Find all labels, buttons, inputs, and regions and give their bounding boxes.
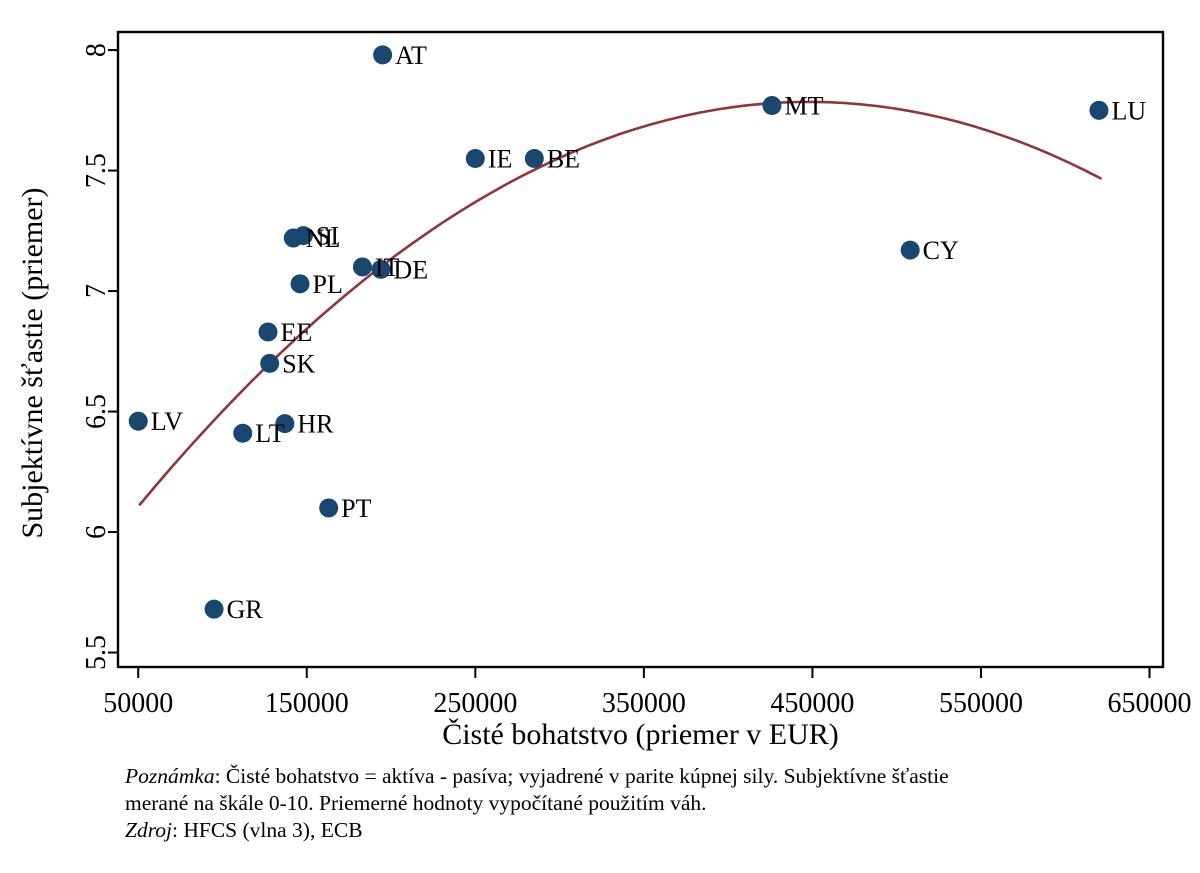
- point-label-BE: BE: [547, 145, 580, 174]
- point-label-SK: SK: [282, 349, 315, 378]
- point-label-GR: GR: [227, 595, 264, 624]
- point-label-HR: HR: [297, 410, 334, 439]
- point-BE: [524, 149, 544, 169]
- point-EE: [258, 322, 278, 342]
- figure-notes: Poznámka: Čisté bohatstvo = aktíva - pas…: [125, 763, 1075, 844]
- point-IE: [465, 149, 485, 169]
- x-tick-label-50000: 50000: [103, 688, 173, 719]
- y-tick-label-8: 8: [81, 43, 112, 57]
- point-label-IE: IE: [488, 145, 513, 174]
- note-label-poznamka: Poznámka: [125, 764, 215, 788]
- fit-curve: [138, 100, 1102, 506]
- point-label-DE: DE: [393, 255, 428, 284]
- point-CY: [900, 240, 920, 260]
- point-label-NL: NL: [306, 224, 341, 253]
- point-label-LV: LV: [151, 407, 183, 436]
- note-line-1: Poznámka: Čisté bohatstvo = aktíva - pas…: [125, 763, 1075, 790]
- y-tick-label-5.5: 5.5: [81, 635, 112, 670]
- point-DE: [371, 259, 391, 279]
- point-SI: [293, 226, 313, 246]
- point-label-PT: PT: [341, 494, 371, 523]
- scatter-chart: 5.5 6 6.5 7 7.5 8 50000 150000 250000 350000 45000…: [16, 30, 1192, 751]
- point-SK: [260, 353, 280, 373]
- note-text-3: : HFCS (vlna 3), ECB: [172, 818, 363, 842]
- y-tick-label-7: 7: [81, 284, 112, 298]
- point-label-EE: EE: [281, 318, 313, 347]
- point-label-PL: PL: [313, 270, 343, 299]
- x-tick-label-650000: 650000: [1108, 688, 1192, 719]
- note-line-3: Zdroj: HFCS (vlna 3), ECB: [125, 817, 1075, 844]
- x-tick-label-150000: 150000: [265, 688, 349, 719]
- point-PT: [319, 498, 339, 518]
- point-LT: [233, 423, 253, 443]
- point-label-MT: MT: [784, 92, 823, 121]
- x-axis-title: Čisté bohatstvo (priemer v EUR): [442, 718, 839, 751]
- point-PL: [290, 274, 310, 294]
- y-tick-label-6: 6: [81, 525, 112, 539]
- point-HR: [275, 414, 295, 434]
- point-MT: [762, 96, 782, 116]
- point-label-AT: AT: [395, 41, 427, 70]
- point-label-SI: SI: [316, 222, 339, 251]
- x-tick-label-350000: 350000: [602, 688, 686, 719]
- point-label-CY: CY: [923, 236, 959, 265]
- point-IT: [352, 257, 372, 277]
- point-label-LT: LT: [255, 419, 284, 448]
- note-line-2: merané na škále 0-10. Priemerné hodnoty …: [125, 791, 707, 815]
- x-tick-label-450000: 450000: [770, 688, 854, 719]
- point-LV: [128, 411, 148, 431]
- x-tick-label-550000: 550000: [939, 688, 1023, 719]
- x-tick-label-250000: 250000: [433, 688, 517, 719]
- note-label-zdroj: Zdroj: [125, 818, 172, 842]
- y-axis-title: Subjektívne šťastie (priemer): [16, 187, 49, 538]
- point-AT: [373, 45, 393, 65]
- point-LU: [1089, 100, 1109, 120]
- plot-frame: [116, 30, 1165, 669]
- point-label-LU: LU: [1111, 96, 1146, 125]
- y-tick-label-7.5: 7.5: [81, 153, 112, 188]
- note-text-1: : Čisté bohatstvo = aktíva - pasíva; vyj…: [214, 764, 949, 788]
- point-GR: [204, 599, 224, 619]
- y-tick-label-6.5: 6.5: [81, 394, 112, 429]
- point-label-IT: IT: [375, 253, 400, 282]
